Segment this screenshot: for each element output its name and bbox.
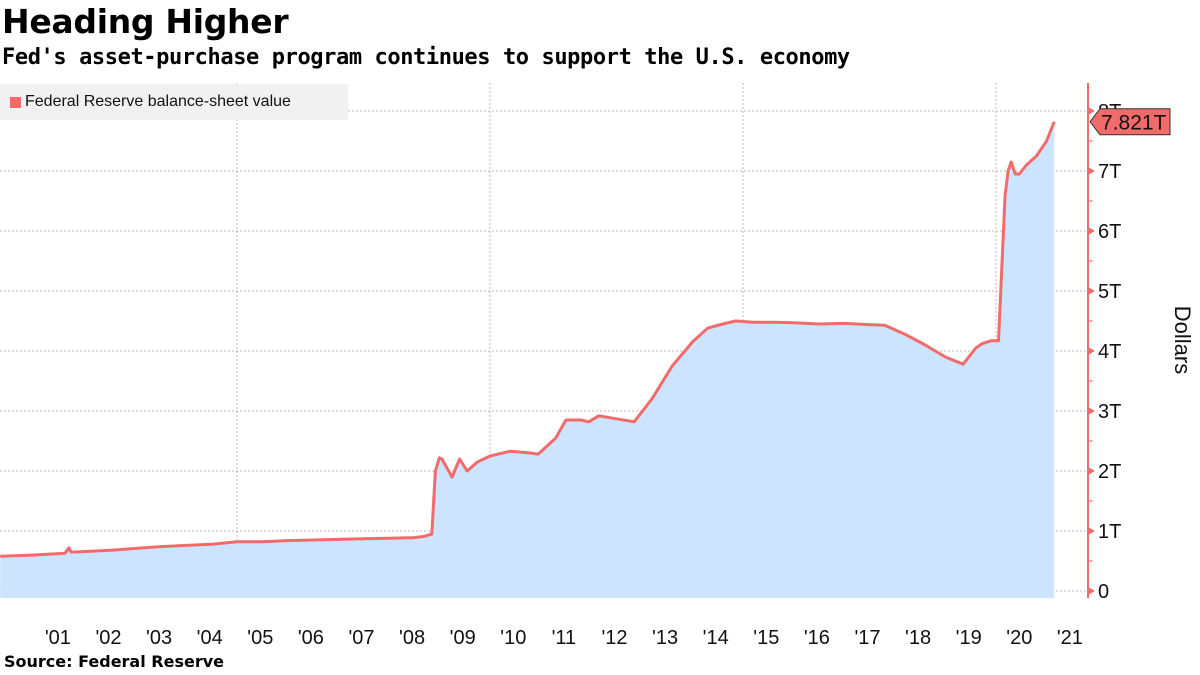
x-tick-label: '14 (703, 627, 729, 649)
x-tick-label: '15 (753, 627, 779, 649)
last-value-label: 7.821T (1101, 112, 1167, 135)
last-value-box (1089, 108, 1171, 136)
y-tick-label: 2T (1098, 461, 1121, 483)
x-tick-label: '13 (652, 627, 678, 649)
x-tick-label: '08 (399, 627, 425, 649)
x-tick-label: '05 (247, 627, 273, 649)
y-tick-label: 3T (1098, 401, 1121, 423)
x-tick-label: '02 (95, 627, 121, 649)
y-axis: 01T2T3T4T5T6T7T8T (1087, 83, 1121, 603)
x-tick-label: '01 (45, 627, 71, 649)
x-tick-label: '18 (905, 627, 931, 649)
x-tick-label: '03 (146, 627, 172, 649)
x-tick-label: '09 (450, 627, 476, 649)
y-tick-label: 5T (1098, 281, 1121, 303)
y-tick-6 (1088, 227, 1095, 235)
x-tick-label: '11 (552, 627, 577, 649)
x-tick-label: '17 (854, 627, 880, 649)
y-tick-8 (1088, 107, 1095, 115)
legend: Federal Reserve balance-sheet value (0, 84, 348, 120)
x-tick-label: '06 (298, 627, 324, 649)
x-tick-label: '10 (500, 627, 526, 649)
y-tick-0 (1088, 587, 1095, 595)
y-tick-1 (1088, 527, 1095, 535)
y-tick-label: 4T (1098, 341, 1121, 363)
x-axis: '01 '02 '03 '04 '05 '06 '07 '08 '09 '10 '11 '12 '13 '… (45, 627, 1083, 649)
y-tick-label: 0 (1098, 581, 1109, 603)
x-tick-label: '21 (1057, 627, 1083, 649)
y-axis-title: Dollars (1170, 306, 1195, 374)
chart-subtitle: Fed's asset-purchase program continues t… (2, 45, 850, 70)
y-tick-5 (1088, 287, 1095, 295)
x-tick-label: '16 (804, 627, 830, 649)
y-tick-3 (1088, 407, 1095, 415)
y-tick-4 (1088, 347, 1095, 355)
source-note: Source: Federal Reserve (4, 652, 224, 671)
last-value-badge: 7.821T (1089, 108, 1171, 136)
y-tick-7 (1088, 167, 1095, 175)
legend-swatch (10, 96, 21, 108)
y-tick-2 (1088, 467, 1095, 475)
chart-title: Heading Higher (2, 2, 289, 41)
y-tick-label: 6T (1098, 221, 1121, 243)
y-tick-label: 1T (1098, 521, 1121, 543)
legend-label: Federal Reserve balance-sheet value (25, 93, 291, 110)
series-area (0, 121, 1055, 599)
x-tick-label: '19 (956, 627, 982, 649)
x-tick-label: '04 (197, 627, 223, 649)
y-tick-label: 7T (1098, 161, 1121, 183)
x-tick-label: '12 (601, 627, 627, 649)
x-tick-label: '07 (348, 627, 374, 649)
series-line (0, 121, 1056, 558)
x-tick-label: '20 (1006, 627, 1032, 649)
